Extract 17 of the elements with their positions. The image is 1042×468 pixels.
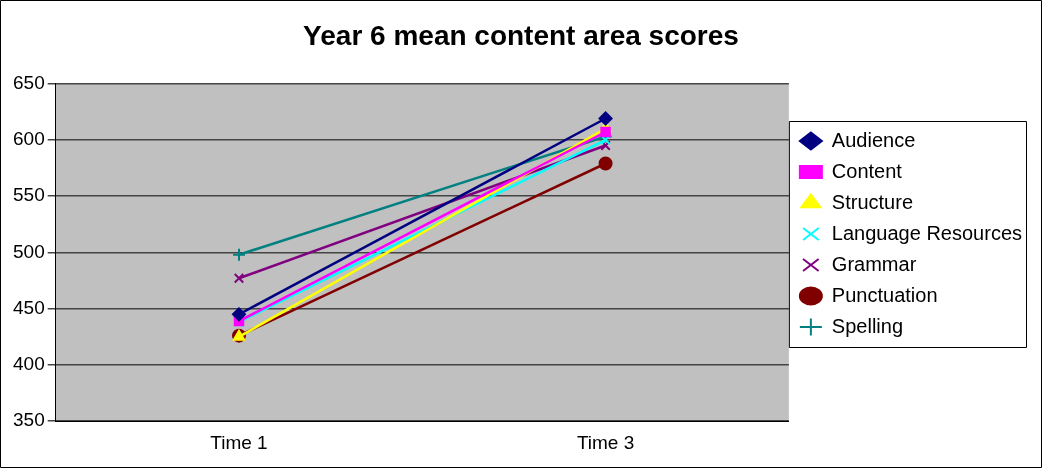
x-tick-label: Time 3: [576, 431, 635, 453]
y-tick-label: 600: [13, 128, 45, 150]
y-tick-label: 650: [13, 71, 45, 93]
y-tick-label: 450: [13, 296, 45, 318]
y-tick-label: 350: [13, 409, 45, 431]
y-tick-label: 550: [13, 184, 45, 206]
legend-label: Audience: [831, 128, 916, 151]
chart-title: Year 6 mean content area scores: [303, 19, 739, 51]
legend-label: Language Resources: [831, 221, 1022, 244]
legend-label: Spelling: [831, 314, 904, 337]
x-tick-label: Time 1: [210, 431, 268, 453]
legend-label: Content: [831, 159, 903, 182]
y-tick-label: 400: [13, 353, 45, 375]
legend-label: Punctuation: [831, 283, 938, 306]
y-tick-label: 500: [13, 240, 45, 262]
legend-label: Grammar: [831, 252, 917, 275]
legend-label: Structure: [831, 190, 914, 213]
